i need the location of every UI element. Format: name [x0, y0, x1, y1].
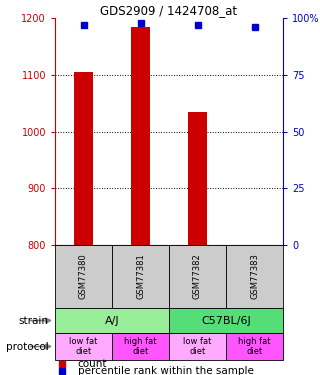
Bar — [188, 112, 207, 245]
Text: low fat
diet: low fat diet — [183, 337, 212, 356]
Text: GSM77383: GSM77383 — [250, 254, 259, 299]
Bar — [55, 245, 112, 308]
Title: GDS2909 / 1424708_at: GDS2909 / 1424708_at — [100, 4, 237, 17]
Text: high fat
diet: high fat diet — [124, 337, 157, 356]
Bar — [55, 333, 112, 360]
Text: GSM77382: GSM77382 — [193, 254, 202, 299]
Text: count: count — [78, 359, 107, 369]
Text: GSM77381: GSM77381 — [136, 254, 145, 299]
Bar — [131, 27, 150, 245]
Text: low fat
diet: low fat diet — [69, 337, 98, 356]
Text: percentile rank within the sample: percentile rank within the sample — [78, 366, 254, 375]
Text: GSM77380: GSM77380 — [79, 254, 88, 299]
Bar — [112, 245, 169, 308]
Bar — [55, 308, 169, 333]
Bar — [169, 245, 226, 308]
Bar — [169, 308, 283, 333]
Bar — [226, 333, 283, 360]
Text: C57BL/6J: C57BL/6J — [201, 315, 251, 326]
Text: high fat
diet: high fat diet — [238, 337, 271, 356]
Bar — [169, 333, 226, 360]
Text: protocol: protocol — [6, 342, 49, 351]
Bar — [112, 333, 169, 360]
Text: strain: strain — [19, 315, 49, 326]
Bar — [74, 72, 93, 245]
Text: A/J: A/J — [105, 315, 119, 326]
Bar — [226, 245, 283, 308]
